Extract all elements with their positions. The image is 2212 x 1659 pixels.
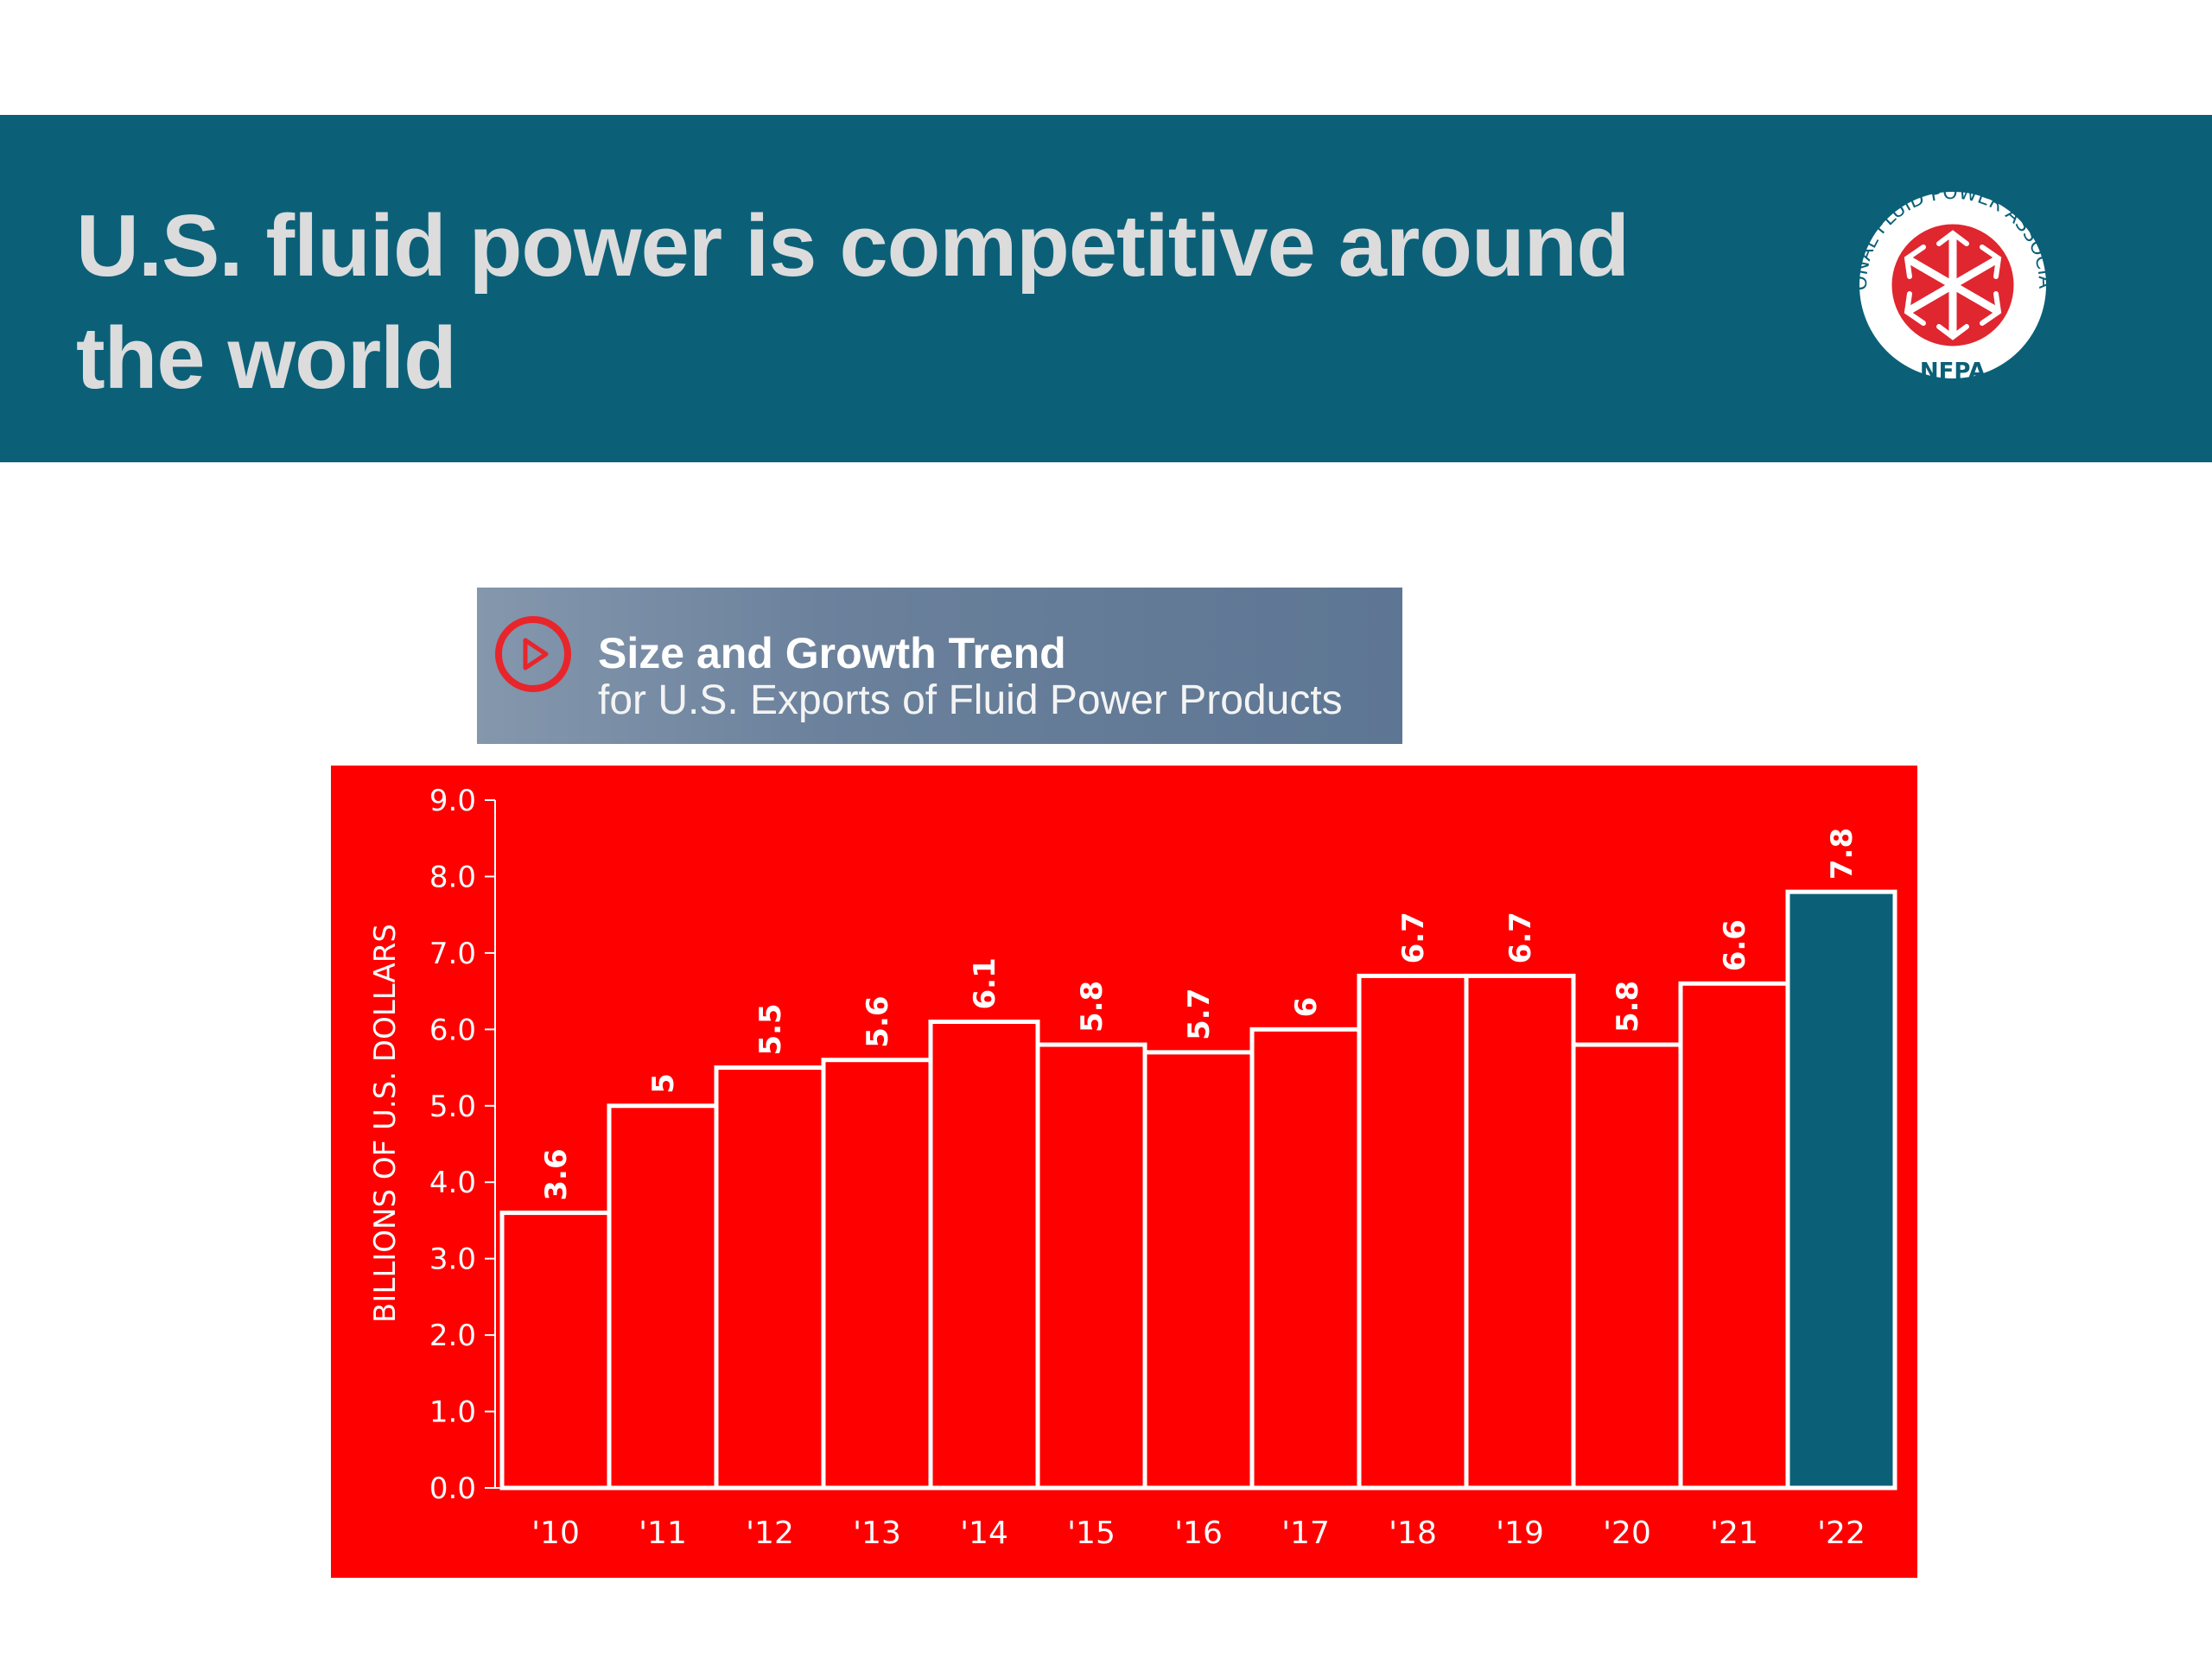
bar-value-label: 6.7 [1396, 912, 1431, 963]
y-tick-label: 3.0 [429, 1243, 476, 1277]
bar [1249, 1027, 1362, 1491]
x-tick-label: '19 [1496, 1516, 1544, 1551]
x-tick-label: '13 [853, 1516, 901, 1551]
y-tick-label: 1.0 [429, 1395, 476, 1430]
bar-value-label: 6 [1289, 997, 1324, 1018]
x-tick-label: '20 [1603, 1516, 1651, 1551]
y-tick-label: 0.0 [429, 1471, 476, 1506]
exports-bar-chart: 0.0 1.0 2.0 3.0 4.0 5.0 6.0 7.0 8.0 9.0 3.6 '10 5 '11… [429, 784, 1897, 1551]
bar-value-label: 6.6 [1718, 919, 1752, 971]
bar-value-label: 7.8 [1825, 828, 1859, 880]
y-tick-label: 6.0 [429, 1013, 476, 1047]
y-tick-label: 9.0 [429, 784, 476, 818]
bar [1142, 1050, 1255, 1491]
logo-abbr: NFPA [1920, 359, 1986, 385]
x-tick-label: '18 [1389, 1516, 1437, 1551]
bar [607, 1103, 719, 1491]
bar [1464, 973, 1576, 1491]
bar [928, 1019, 1040, 1491]
bar [1035, 1042, 1147, 1491]
nfpa-emblem-icon: NATIONAL FLUID POWER ASSOCIATION NFPA [1832, 164, 2056, 385]
y-tick-label: 7.0 [429, 937, 476, 971]
bar-value-label: 6.7 [1503, 912, 1538, 963]
x-tick-label: '10 [531, 1516, 580, 1551]
bar [821, 1058, 933, 1491]
bar [499, 1211, 612, 1491]
bar-value-label: 5.5 [753, 1003, 788, 1055]
x-tick-label: '21 [1710, 1516, 1758, 1551]
x-tick-label: '11 [639, 1516, 687, 1551]
y-tick-label: 2.0 [429, 1319, 476, 1353]
x-tick-label: '22 [1817, 1516, 1866, 1551]
x-tick-label: '17 [1281, 1516, 1330, 1551]
subtitle-banner [477, 588, 1402, 744]
x-tick-label: '15 [1067, 1516, 1116, 1551]
play-circle-icon [495, 616, 571, 692]
bar [1678, 981, 1790, 1491]
subtitle-secondary: for U.S. Exports of Fluid Power Products [598, 677, 1343, 723]
page-title: U.S. fluid power is competitive around t… [76, 198, 1630, 407]
y-tick-label: 4.0 [429, 1166, 476, 1200]
x-tick-label: '16 [1174, 1516, 1223, 1551]
header-banner [0, 115, 2212, 462]
bar [1785, 889, 1897, 1491]
bar [1571, 1042, 1683, 1491]
bar-value-label: 5 [646, 1073, 681, 1094]
bar [714, 1065, 826, 1491]
y-axis-label: BILLIONS OF U.S. DOLLARS [368, 924, 403, 1323]
x-tick-label: '14 [960, 1516, 1008, 1551]
bar-value-label: 5.8 [1075, 981, 1109, 1033]
y-tick-label: 8.0 [429, 860, 476, 894]
bar-value-label: 5.8 [1611, 981, 1645, 1033]
x-tick-label: '12 [746, 1516, 794, 1551]
bar-value-label: 6.1 [968, 957, 1002, 1009]
bar-value-label: 5.6 [861, 995, 895, 1047]
subtitle-main: Size and Growth Trend [598, 629, 1066, 677]
bar-value-label: 5.7 [1182, 988, 1217, 1040]
y-tick-label: 5.0 [429, 1090, 476, 1124]
bar [1357, 973, 1469, 1491]
bar-value-label: 3.6 [539, 1148, 574, 1200]
